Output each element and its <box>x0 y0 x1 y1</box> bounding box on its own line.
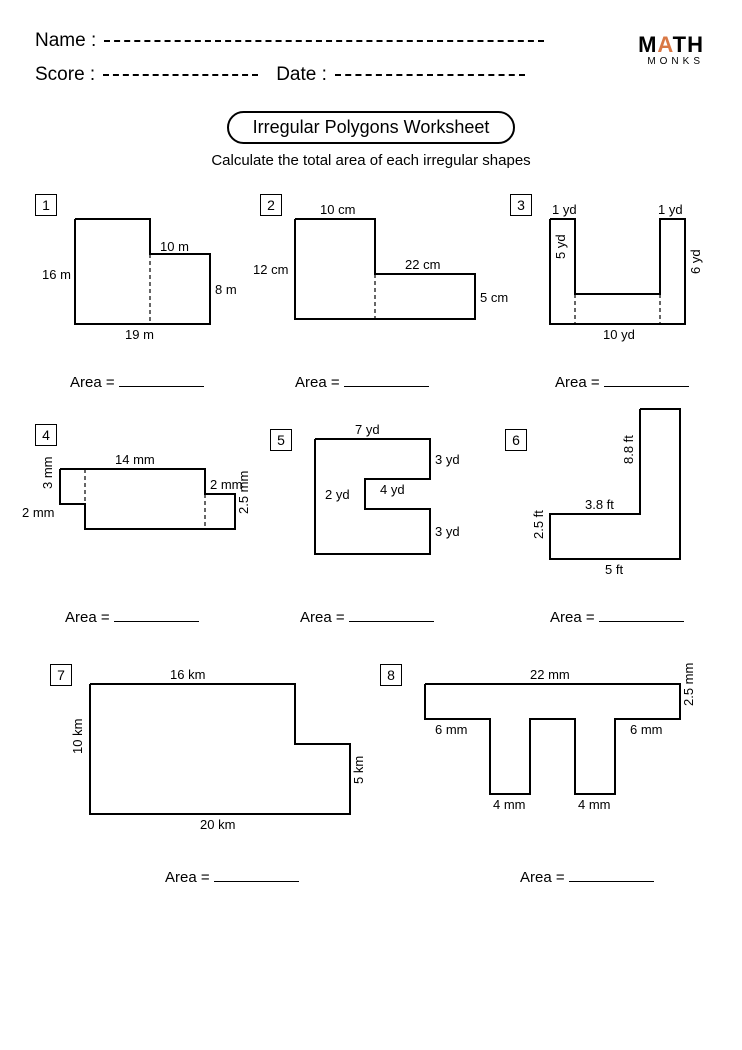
svg-text:5 cm: 5 cm <box>480 290 508 305</box>
problem-6: 6 8.8 ft 3.8 ft 2.5 ft 5 ft Area = <box>505 404 705 629</box>
svg-text:7 yd: 7 yd <box>355 422 380 437</box>
svg-text:10 yd: 10 yd <box>603 327 635 342</box>
svg-text:16 km: 16 km <box>170 667 205 682</box>
svg-text:14 mm: 14 mm <box>115 452 155 467</box>
area-blank-2[interactable] <box>344 386 429 387</box>
svg-text:5 yd: 5 yd <box>553 234 568 259</box>
problem-number-4: 4 <box>35 424 57 446</box>
svg-text:22 cm: 22 cm <box>405 257 440 272</box>
svg-text:4 mm: 4 mm <box>493 797 526 812</box>
svg-text:3 yd: 3 yd <box>435 524 460 539</box>
area-blank-5[interactable] <box>349 621 434 622</box>
svg-text:10 cm: 10 cm <box>320 202 355 217</box>
problem-7: 7 16 km 10 km 5 km 20 km Area = <box>50 664 370 884</box>
svg-text:10 m: 10 m <box>160 239 189 254</box>
svg-text:1 yd: 1 yd <box>552 202 577 217</box>
svg-text:2.5 mm: 2.5 mm <box>681 663 696 706</box>
date-label: Date : <box>276 64 327 86</box>
svg-text:3 yd: 3 yd <box>435 452 460 467</box>
logo: MATH MONKS <box>638 32 704 67</box>
area-1: Area = <box>70 374 204 391</box>
area-blank-7[interactable] <box>214 881 299 882</box>
area-6: Area = <box>550 609 684 626</box>
svg-text:16 m: 16 m <box>42 267 71 282</box>
svg-text:5 ft: 5 ft <box>605 562 623 577</box>
worksheet-title: Irregular Polygons Worksheet <box>227 111 516 144</box>
svg-text:2.5 mm: 2.5 mm <box>236 471 251 514</box>
area-7: Area = <box>165 869 299 886</box>
logo-monks: MONKS <box>638 56 704 67</box>
svg-text:12 cm: 12 cm <box>253 262 288 277</box>
svg-text:6 yd: 6 yd <box>688 249 703 274</box>
svg-text:6 mm: 6 mm <box>435 722 468 737</box>
date-line[interactable] <box>335 74 525 76</box>
subtitle: Calculate the total area of each irregul… <box>35 152 707 169</box>
problem-number-5: 5 <box>270 429 292 451</box>
svg-text:19 m: 19 m <box>125 327 154 342</box>
area-blank-8[interactable] <box>569 881 654 882</box>
problem-3: 3 1 yd 1 yd 5 yd 6 yd 10 yd Area = <box>510 189 710 389</box>
area-blank-4[interactable] <box>114 621 199 622</box>
logo-th: TH <box>673 32 704 57</box>
svg-text:5 km: 5 km <box>351 756 366 784</box>
area-blank-1[interactable] <box>119 386 204 387</box>
problem-4: 4 14 mm 3 mm 2 mm 2 mm 2.5 mm Area = <box>35 424 245 624</box>
area-5: Area = <box>300 609 434 626</box>
problem-number-1: 1 <box>35 194 57 216</box>
svg-text:8.8 ft: 8.8 ft <box>621 435 636 464</box>
name-line[interactable] <box>104 40 544 42</box>
logo-a: A <box>657 32 672 57</box>
score-date-row: Score : Date : <box>35 64 707 86</box>
area-4: Area = <box>65 609 199 626</box>
problem-number-6: 6 <box>505 429 527 451</box>
area-3: Area = <box>555 374 689 391</box>
area-blank-3[interactable] <box>604 386 689 387</box>
problem-2: 2 10 cm 12 cm 22 cm 5 cm Area = <box>260 189 490 389</box>
svg-text:22 mm: 22 mm <box>530 667 570 682</box>
area-8: Area = <box>520 869 654 886</box>
problem-1: 1 10 m 16 m 8 m 19 m Area = <box>35 189 245 389</box>
svg-text:4 yd: 4 yd <box>380 482 405 497</box>
area-blank-6[interactable] <box>599 621 684 622</box>
svg-text:2.5 ft: 2.5 ft <box>531 510 546 539</box>
problem-8: 8 22 mm 2.5 mm 6 mm 6 mm 4 mm 4 mm Area … <box>380 664 710 884</box>
svg-text:6 mm: 6 mm <box>630 722 663 737</box>
name-label: Name : <box>35 30 96 52</box>
logo-m: M <box>638 32 657 57</box>
svg-text:3.8 ft: 3.8 ft <box>585 497 614 512</box>
problem-number-7: 7 <box>50 664 72 686</box>
problem-5: 5 7 yd 3 yd 4 yd 2 yd 3 yd Area = <box>270 419 470 629</box>
svg-text:4 mm: 4 mm <box>578 797 611 812</box>
svg-text:2 mm: 2 mm <box>22 505 55 520</box>
svg-text:20 km: 20 km <box>200 817 235 832</box>
svg-text:8 m: 8 m <box>215 282 237 297</box>
svg-text:1 yd: 1 yd <box>658 202 683 217</box>
svg-text:10 km: 10 km <box>70 719 85 754</box>
score-label: Score : <box>35 64 95 86</box>
svg-text:3 mm: 3 mm <box>40 457 55 490</box>
area-2: Area = <box>295 374 429 391</box>
svg-text:2 yd: 2 yd <box>325 487 350 502</box>
name-row: Name : <box>35 30 707 52</box>
score-line[interactable] <box>103 74 258 76</box>
